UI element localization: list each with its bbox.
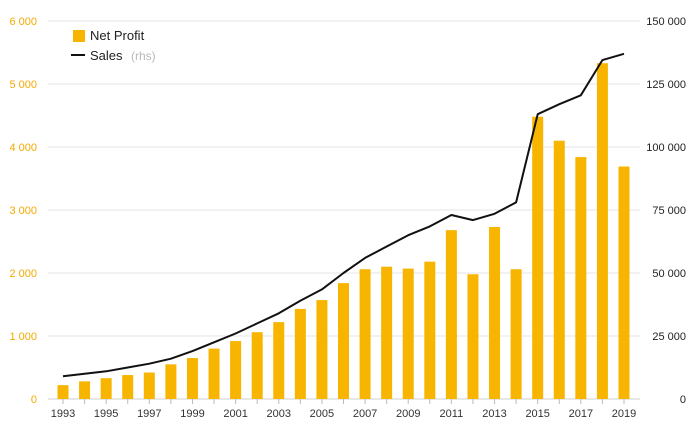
bar-net-profit xyxy=(208,348,220,399)
x-tick-label: 2013 xyxy=(482,408,506,420)
bar-net-profit xyxy=(100,378,112,399)
left-tick-label: 3 000 xyxy=(9,205,37,217)
left-tick-label: 1 000 xyxy=(9,331,37,343)
bar-net-profit xyxy=(251,332,263,399)
x-tick-label: 1999 xyxy=(180,408,204,420)
left-tick-label: 0 xyxy=(31,394,37,406)
x-tick-label: 1995 xyxy=(94,408,118,420)
sales-line xyxy=(62,52,625,378)
legend-label-net-profit: Net Profit xyxy=(90,28,145,43)
x-tick-label: 2001 xyxy=(223,408,247,420)
bar-net-profit xyxy=(618,166,630,399)
bar-net-profit xyxy=(402,268,414,399)
x-tick-label: 2017 xyxy=(569,408,593,420)
x-axis-ticks: 1993 1995 1997 1999 2001 2003 2005 2007 2009 2011… xyxy=(51,399,636,420)
x-tick-label: 2009 xyxy=(396,408,420,420)
bar-net-profit xyxy=(575,157,587,399)
legend-label-sales-name: Sales xyxy=(90,48,123,63)
left-tick-label: 6 000 xyxy=(9,16,37,28)
left-tick-label: 2 000 xyxy=(9,268,37,280)
bar-net-profit xyxy=(489,227,501,399)
left-tick-label: 4 000 xyxy=(9,142,37,154)
right-tick-label: 100 000 xyxy=(646,142,686,154)
right-tick-label: 75 000 xyxy=(652,205,686,217)
right-axis-ticks: 0 25 000 50 000 75 000 100 000 125 000 150 000 xyxy=(646,16,686,406)
x-tick-label: 2019 xyxy=(612,408,636,420)
net-profit-bars xyxy=(57,63,630,400)
legend-label-sales-rhs: (rhs) xyxy=(131,49,156,63)
bar-net-profit xyxy=(79,381,91,399)
right-tick-label: 25 000 xyxy=(652,331,686,343)
legend: Net Profit Sales (rhs) xyxy=(71,28,156,64)
x-tick-label: 1993 xyxy=(51,408,75,420)
x-tick-label: 2011 xyxy=(440,408,464,420)
x-tick-label: 2015 xyxy=(525,408,549,420)
bar-net-profit xyxy=(338,283,349,399)
right-tick-label: 125 000 xyxy=(646,79,686,91)
bar-net-profit xyxy=(445,230,457,399)
bar-net-profit xyxy=(553,140,565,399)
bar-net-profit xyxy=(532,116,544,399)
bar-net-profit xyxy=(165,364,177,399)
bar-net-profit xyxy=(381,266,393,399)
bar-net-profit xyxy=(186,358,198,399)
right-tick-label: 50 000 xyxy=(652,268,686,280)
x-tick-label: 1997 xyxy=(137,408,161,420)
left-axis-ticks: 0 1 000 2 000 3 000 4 000 5 000 6 000 xyxy=(9,16,37,406)
bar-net-profit xyxy=(359,269,371,399)
x-tick-label: 2007 xyxy=(353,408,377,420)
legend-label-sales: Sales (rhs) xyxy=(90,47,156,64)
bar-net-profit xyxy=(467,274,479,399)
sales-line-group xyxy=(62,52,625,378)
bar-net-profit xyxy=(122,375,134,399)
bar-net-profit xyxy=(510,269,522,399)
x-tick-label: 2005 xyxy=(310,408,334,420)
bar-net-profit xyxy=(230,341,242,399)
bar-net-profit xyxy=(273,322,285,399)
legend-swatch-net-profit xyxy=(73,30,85,42)
bar-net-profit xyxy=(294,308,306,399)
bar-net-profit xyxy=(57,385,69,399)
left-tick-label: 5 000 xyxy=(9,79,37,91)
right-tick-label: 0 xyxy=(680,394,686,406)
right-tick-label: 150 000 xyxy=(646,16,686,28)
bar-net-profit xyxy=(424,261,436,399)
bar-net-profit xyxy=(143,372,155,399)
bar-net-profit xyxy=(316,300,328,399)
bar-net-profit xyxy=(596,63,608,400)
x-tick-label: 2003 xyxy=(267,408,291,420)
